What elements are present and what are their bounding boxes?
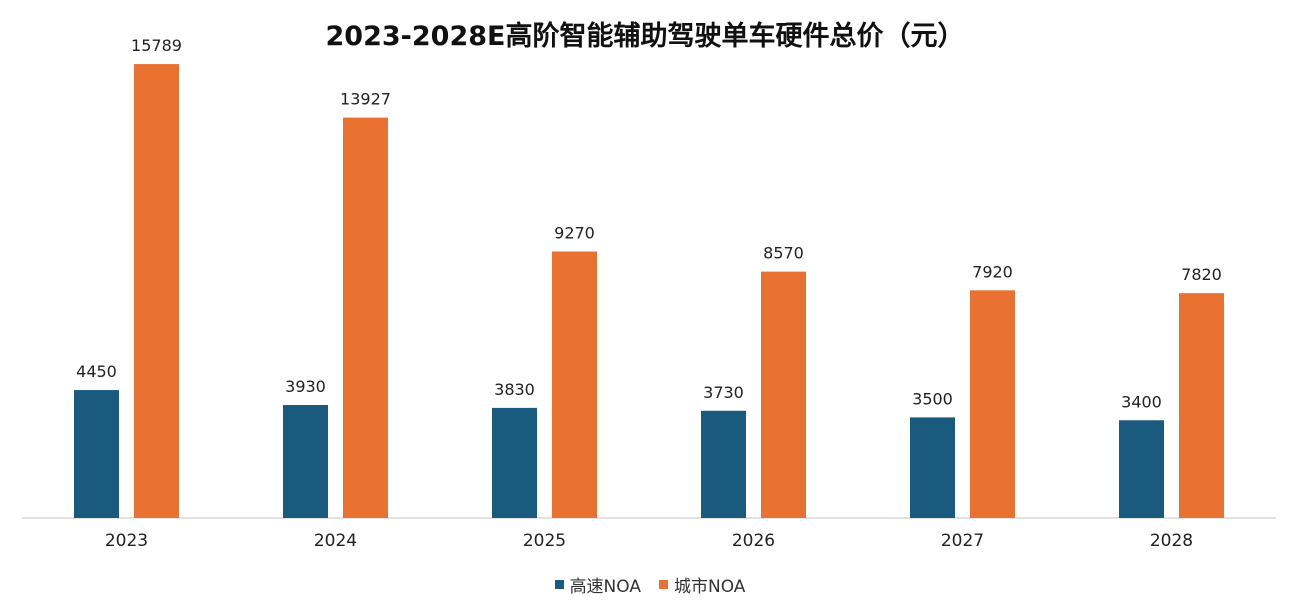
chart-title: 2023-2028E高阶智能辅助驾驶单车硬件总价（元） <box>325 21 965 52</box>
bar-city-noa-2028 <box>1179 293 1224 518</box>
data-label-city-noa-2025: 9270 <box>554 223 595 242</box>
data-label-highway-noa-2024: 3930 <box>285 377 326 396</box>
data-label-highway-noa-2025: 3830 <box>494 380 535 399</box>
x-tick-label-2024: 2024 <box>314 531 357 551</box>
x-tick-label-2026: 2026 <box>732 531 775 551</box>
bar-highway-noa-2025 <box>492 407 537 518</box>
legend-item-highway-noa: 高速NOA <box>554 572 641 597</box>
data-label-city-noa-2027: 7920 <box>972 262 1013 281</box>
x-tick-label-2028: 2028 <box>1150 531 1193 551</box>
bar-city-noa-2027 <box>970 290 1015 518</box>
bar-city-noa-2025 <box>552 251 597 519</box>
bar-highway-noa-2027 <box>910 417 955 518</box>
data-label-city-noa-2024: 13927 <box>340 90 391 109</box>
legend-label-highway-noa: 高速NOA <box>569 577 641 597</box>
data-label-highway-noa-2026: 3730 <box>703 383 744 402</box>
legend-label-city-noa: 城市NOA <box>674 577 746 597</box>
data-label-highway-noa-2023: 4450 <box>76 362 117 381</box>
bar-highway-noa-2028 <box>1119 420 1164 518</box>
x-tick-label-2027: 2027 <box>941 531 984 551</box>
x-tick-label-2025: 2025 <box>523 531 566 551</box>
x-tick-label-2023: 2023 <box>105 531 148 551</box>
data-label-city-noa-2026: 8570 <box>763 244 804 263</box>
bar-highway-noa-2024 <box>283 405 328 518</box>
bar-highway-noa-2026 <box>701 410 746 518</box>
data-label-highway-noa-2028: 3400 <box>1121 392 1162 411</box>
legend-swatch-city-noa <box>659 580 668 589</box>
data-label-highway-noa-2027: 3500 <box>912 389 953 408</box>
bar-city-noa-2023 <box>134 64 179 518</box>
legend-item-city-noa: 城市NOA <box>659 572 745 597</box>
data-label-city-noa-2028: 7820 <box>1181 265 1222 284</box>
data-label-city-noa-2023: 15789 <box>131 36 182 55</box>
bar-highway-noa-2023 <box>74 390 119 518</box>
legend: 高速NOA 城市NOA <box>0 572 1300 597</box>
legend-swatch-highway-noa <box>554 580 564 589</box>
bar-city-noa-2024 <box>343 117 388 518</box>
bar-city-noa-2026 <box>761 271 806 518</box>
